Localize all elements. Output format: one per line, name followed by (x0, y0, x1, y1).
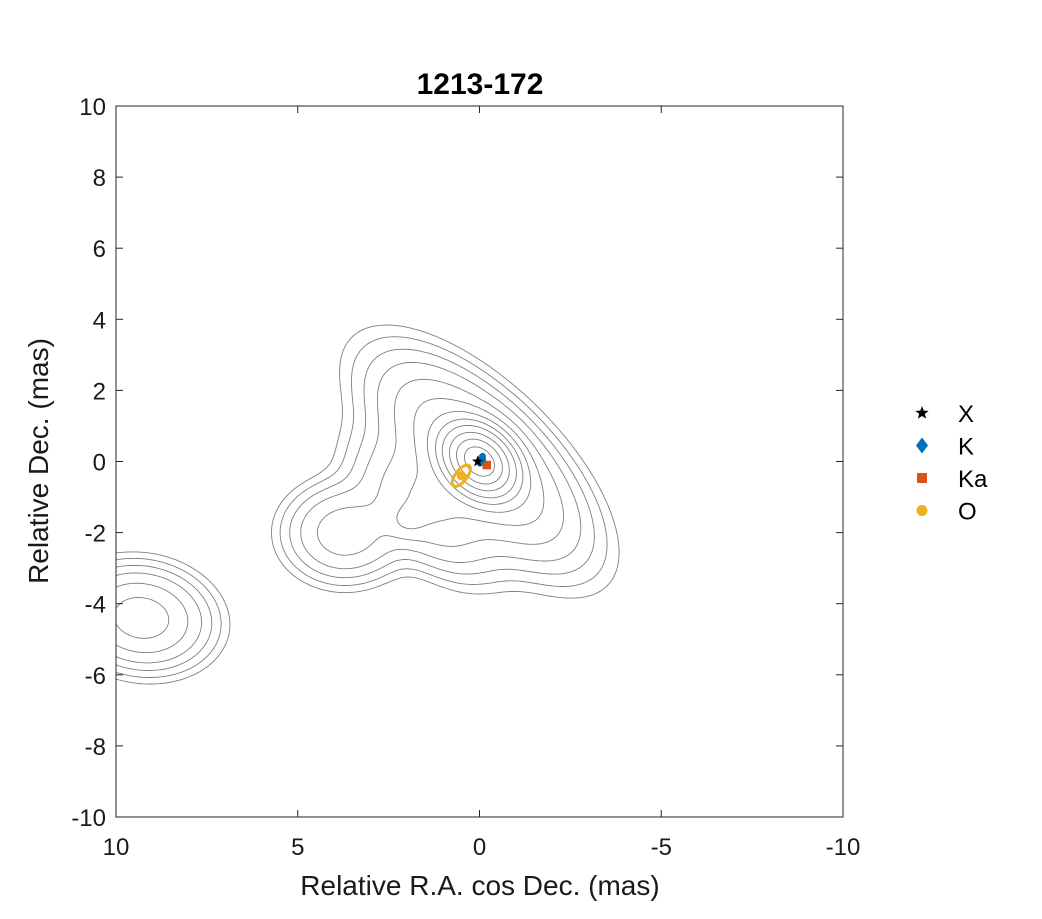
y-tick-label: -4 (85, 592, 106, 619)
y-tick-label: -2 (85, 521, 106, 548)
legend-item-k: K (916, 434, 974, 461)
x-tick-label: -10 (826, 834, 861, 861)
y-tick-label: 10 (79, 94, 106, 121)
legend-label-o: O (958, 499, 977, 526)
contour-level-7 (426, 410, 532, 513)
error-ellipse-o (450, 463, 472, 488)
x-tick-label: 5 (291, 834, 304, 861)
contour-level-1 (116, 324, 620, 685)
data-point-ka (482, 460, 492, 470)
data-point-x (472, 455, 484, 467)
y-tick-label: -8 (85, 734, 106, 761)
data-markers (456, 452, 492, 481)
data-point-o (456, 471, 467, 481)
chart-title: 1213-172 (417, 68, 544, 101)
contour-level-8 (435, 418, 524, 505)
y-tick-label: 4 (93, 307, 106, 334)
y-tick-label: 2 (93, 378, 106, 405)
y-tick-label: 6 (93, 236, 106, 263)
legend-label-x: X (958, 401, 974, 428)
legend-marker-ka (917, 473, 927, 483)
y-tick-label: 0 (93, 450, 106, 477)
contour-level-5 (116, 378, 564, 654)
legend-marker-k (916, 437, 928, 454)
contour-level-2 (116, 336, 608, 678)
legend-label-k: K (958, 434, 974, 461)
y-axis-label: Relative Dec. (mas) (23, 338, 54, 584)
legend-item-o: O (916, 499, 977, 526)
legend-label-ka: Ka (958, 466, 988, 493)
legend-marker-x (915, 406, 929, 419)
x-tick-label: -5 (651, 834, 672, 861)
x-axis-label: Relative R.A. cos Dec. (mas) (300, 870, 659, 901)
contour-level-3 (116, 348, 595, 671)
legend: XK Ka O (915, 401, 988, 526)
contour-level-12 (463, 446, 495, 477)
contour-map (116, 324, 620, 685)
x-tick-label: 10 (103, 834, 130, 861)
legend-item-x: X (915, 401, 974, 428)
y-tick-label: -6 (85, 663, 106, 690)
contour-level-4 (116, 361, 582, 664)
y-tick-label: -10 (71, 805, 106, 832)
x-tick-label: 0 (473, 834, 486, 861)
legend-marker-o (916, 505, 928, 516)
y-tick-label: 8 (93, 165, 106, 192)
legend-item-ka: Ka (917, 466, 988, 493)
contour-level-6 (116, 398, 545, 639)
